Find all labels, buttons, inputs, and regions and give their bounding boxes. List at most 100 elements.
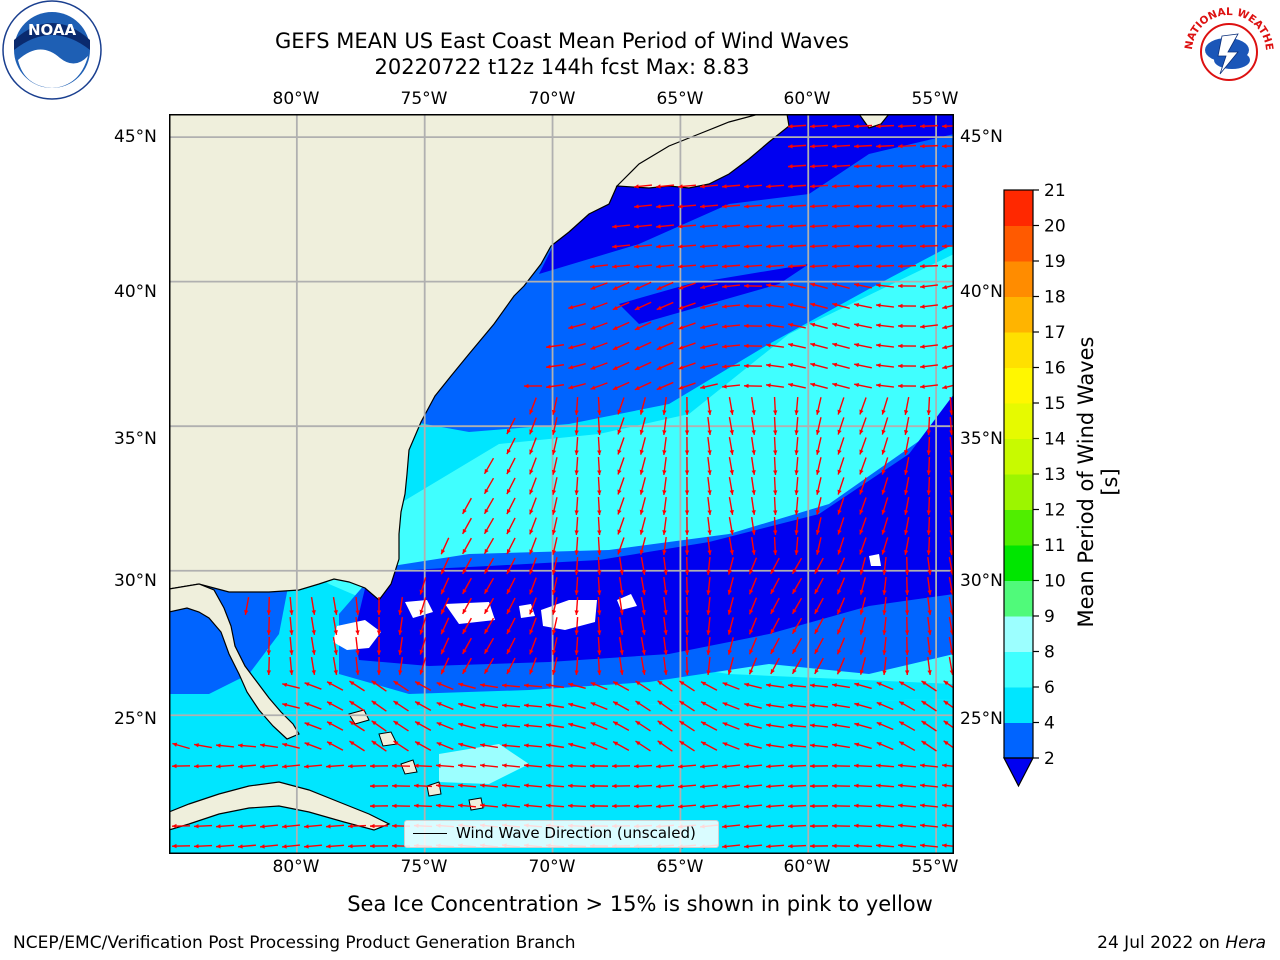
wave-direction-arrow — [551, 617, 558, 635]
wave-direction-arrow — [881, 457, 889, 475]
wave-direction-arrow — [483, 457, 495, 475]
wave-direction-arrow — [371, 720, 387, 732]
wave-direction-arrow — [633, 764, 653, 769]
chart-subtitle: 20220722 t12z 144h fcst Max: 8.83 — [374, 55, 750, 79]
wave-direction-arrow — [919, 144, 939, 149]
wave-direction-arrow — [699, 224, 719, 229]
wave-direction-arrow — [814, 597, 824, 615]
lon-tick-top: 65°W — [656, 89, 704, 109]
wave-direction-arrow — [919, 803, 939, 808]
wave-direction-arrow — [881, 397, 889, 415]
wave-direction-arrow — [590, 701, 608, 711]
wave-direction-arrow — [568, 323, 586, 330]
wave-direction-arrow — [859, 477, 867, 495]
wave-direction-arrow — [941, 243, 954, 249]
wave-direction-arrow — [743, 204, 763, 209]
wave-direction-arrow — [574, 536, 579, 556]
wave-direction-arrow — [794, 516, 799, 536]
wave-direction-arrow — [727, 557, 734, 575]
wave-direction-arrow — [440, 657, 450, 675]
wave-direction-arrow — [435, 803, 455, 808]
wave-direction-arrow — [440, 577, 450, 595]
wave-direction-arrow — [897, 363, 917, 369]
wave-direction-arrow — [289, 596, 294, 616]
wave-direction-arrow — [656, 301, 674, 311]
wave-direction-arrow — [634, 321, 652, 331]
wave-direction-arrow — [809, 244, 829, 249]
wave-direction-arrow — [875, 283, 895, 288]
wave-direction-arrow — [282, 702, 300, 709]
wave-direction-arrow — [655, 804, 675, 809]
wave-direction-arrow — [904, 517, 910, 535]
wave-direction-arrow — [480, 703, 498, 709]
wave-direction-arrow — [479, 763, 499, 768]
wave-direction-arrow — [215, 764, 235, 769]
wave-direction-arrow — [809, 184, 829, 189]
wave-direction-arrow — [371, 740, 387, 752]
wave-direction-arrow — [349, 700, 365, 712]
wave-direction-arrow — [684, 656, 690, 676]
wave-direction-arrow — [634, 281, 652, 291]
wave-direction-arrow — [897, 283, 917, 289]
wave-direction-arrow — [617, 517, 625, 535]
wave-direction-arrow — [684, 516, 690, 536]
wave-direction-arrow — [568, 702, 586, 709]
wave-direction-arrow — [325, 764, 345, 769]
wave-direction-arrow — [876, 741, 894, 751]
wave-direction-arrow — [941, 783, 954, 788]
wave-direction-arrow — [919, 324, 939, 329]
colorbar-tick-label: 13 — [1044, 465, 1066, 485]
wave-direction-arrow — [326, 741, 344, 751]
wave-direction-arrow — [662, 436, 667, 456]
wave-direction-arrow — [728, 497, 734, 515]
wave-direction-arrow — [590, 382, 608, 390]
wave-direction-arrow — [325, 824, 345, 829]
wave-direction-arrow — [171, 823, 191, 829]
wave-direction-arrow — [266, 596, 272, 616]
wave-direction-arrow — [678, 282, 696, 290]
wave-direction-arrow — [897, 843, 917, 848]
wave-direction-arrow — [617, 437, 625, 455]
wave-direction-arrow — [506, 417, 516, 435]
land-layer — [169, 114, 890, 831]
wave-direction-arrow — [193, 764, 213, 769]
legend-label: Wind Wave Direction (unscaled) — [456, 824, 696, 842]
wave-direction-arrow — [633, 804, 653, 809]
wave-direction-arrow — [794, 416, 799, 436]
wave-direction-arrow — [640, 597, 646, 615]
wave-direction-arrow — [436, 681, 454, 691]
wave-direction-arrow — [743, 784, 763, 789]
wave-direction-arrow — [765, 343, 785, 348]
colorbar-swatch — [1004, 403, 1033, 439]
wave-direction-arrow — [721, 764, 741, 769]
wave-direction-arrow — [597, 416, 602, 436]
wave-direction-arrow — [597, 496, 602, 516]
wave-direction-arrow — [612, 281, 630, 291]
wave-direction-arrow — [506, 597, 516, 615]
wave-direction-arrow — [436, 701, 454, 711]
wave-direction-arrow — [545, 783, 565, 788]
wave-direction-arrow — [897, 383, 917, 389]
colorbar-tick-label: 19 — [1044, 252, 1066, 272]
wave-direction-arrow — [479, 803, 499, 808]
wave-direction-arrow — [882, 616, 887, 636]
wave-direction-arrow — [699, 784, 719, 789]
wave-direction-arrow — [941, 763, 954, 768]
wave-direction-arrow — [721, 344, 741, 349]
wave-direction-arrow — [765, 844, 785, 849]
wave-direction-arrow — [310, 637, 316, 655]
wave-direction-arrow — [663, 576, 668, 596]
wave-direction-arrow — [436, 741, 454, 751]
wave-direction-arrow — [875, 144, 895, 149]
wave-direction-arrow — [765, 383, 785, 388]
lat-tick-left: 35°N — [114, 429, 157, 449]
colorbar-swatch — [1004, 687, 1033, 723]
wave-direction-arrow — [393, 700, 409, 712]
wave-direction-arrow — [567, 763, 587, 768]
wave-direction-arrow — [700, 303, 718, 310]
wave-direction-arrow — [809, 224, 829, 229]
wave-direction-arrow — [376, 596, 382, 616]
wave-direction-arrow — [875, 264, 895, 269]
wave-direction-arrow — [881, 537, 889, 555]
wave-direction-arrow — [545, 683, 565, 689]
